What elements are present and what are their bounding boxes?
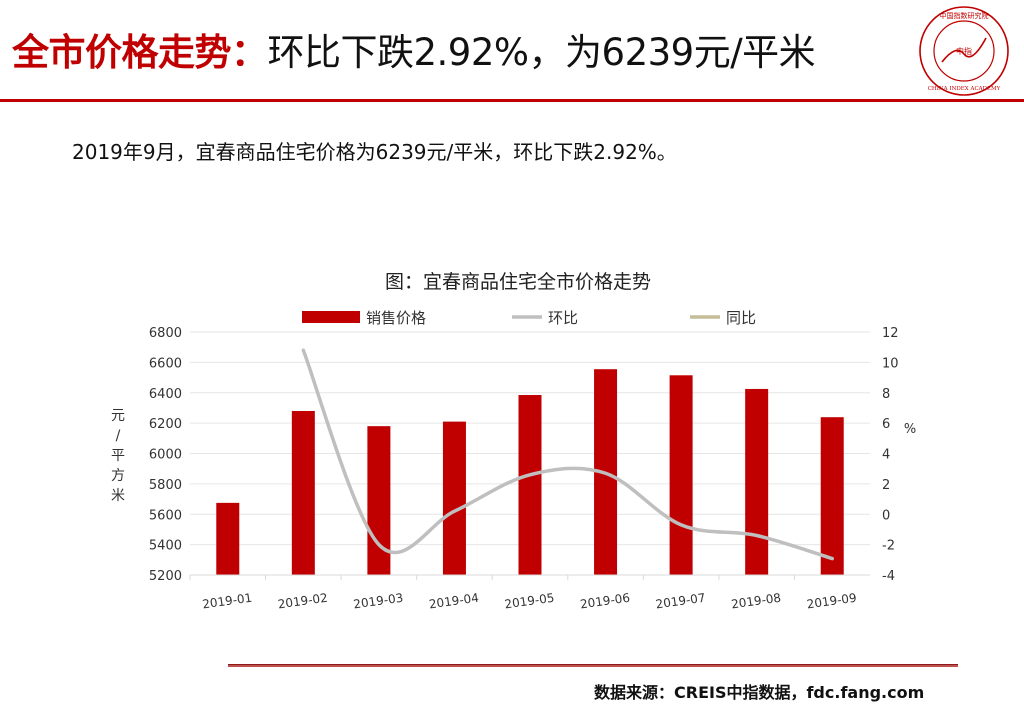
- right-tick-label: 0: [882, 508, 890, 523]
- left-axis-label-char: 元: [111, 408, 125, 424]
- right-tick-label: 2: [882, 478, 890, 493]
- x-axis: 2019-01 2019-02 2019-03 2019-04 2019-05 2019-…: [189, 574, 870, 612]
- x-tick-label: 2019-04: [428, 591, 480, 612]
- x-tick-label: 2019-03: [353, 591, 405, 612]
- logo-top-text: 中国指数研究院: [940, 11, 989, 20]
- x-tick-label: 2019-05: [504, 591, 556, 612]
- right-tick-label: 4: [882, 448, 890, 463]
- price-bar: [669, 375, 693, 575]
- left-tick-label: 5600: [149, 508, 182, 523]
- left-axis-label-char: 方: [111, 468, 125, 484]
- legend-label: 销售价格: [366, 309, 426, 327]
- left-tick-label: 6800: [149, 326, 182, 341]
- price-bar: [367, 426, 391, 575]
- legend-label: 环比: [548, 309, 578, 327]
- left-axis-label-char: /: [116, 428, 121, 444]
- chart-title: 图：宜春商品住宅全市价格走势: [385, 271, 651, 293]
- right-axis: -4 -2 0 2 4 6 8 10 12%: [882, 326, 916, 584]
- price-bar: [518, 395, 542, 575]
- left-tick-label: 5200: [149, 569, 182, 584]
- left-tick-label: 6600: [149, 356, 182, 371]
- right-tick-label: -4: [882, 569, 895, 584]
- right-tick-label: 10: [882, 356, 899, 371]
- page-title: 全市价格走势：环比下跌2.92%，为6239元/平米: [12, 22, 816, 76]
- right-tick-label: 6: [882, 417, 890, 432]
- logo-bottom-text: CHINA INDEX ACADEMY: [928, 86, 1001, 92]
- left-tick-label: 5800: [149, 478, 182, 493]
- china-index-academy-logo: 中国指数研究院 中指 CHINA INDEX ACADEMY: [919, 6, 1009, 96]
- right-axis-label: %: [904, 422, 916, 437]
- x-tick-label: 2019-07: [655, 591, 707, 612]
- summary-text: 2019年9月，宜春商品住宅价格为6239元/平米，环比下跌2.92%。: [72, 140, 677, 164]
- right-tick-label: 12: [882, 326, 899, 341]
- price-bar: [820, 417, 844, 575]
- page-title-rest: 环比下跌2.92%，为6239元/平米: [267, 31, 816, 74]
- left-tick-label: 6200: [149, 417, 182, 432]
- page-title-highlight: 全市价格走势：: [12, 31, 268, 74]
- price-bar: [216, 502, 240, 575]
- price-bars: [216, 369, 844, 575]
- x-tick-label: 2019-09: [806, 591, 858, 612]
- left-axis-label-char: 米: [111, 488, 125, 504]
- left-tick-label: 5400: [149, 539, 182, 554]
- right-tick-label: 8: [882, 387, 890, 402]
- right-tick-label: -2: [882, 539, 895, 554]
- left-tick-label: 6400: [149, 387, 182, 402]
- ratio-lines: [301, 348, 834, 561]
- x-tick-label: 2019-08: [730, 591, 782, 612]
- left-tick-label: 6000: [149, 448, 182, 463]
- logo-center-text: 中指: [956, 46, 972, 56]
- price-bar: [745, 388, 769, 575]
- header-divider: [0, 99, 1024, 102]
- x-tick-label: 2019-02: [277, 591, 329, 612]
- left-axis-label-char: 平: [111, 448, 125, 464]
- price-bar: [442, 421, 466, 575]
- legend-swatch: [302, 311, 360, 323]
- footer-divider: [228, 664, 958, 667]
- legend-label: 同比: [726, 309, 756, 327]
- series-line: [301, 348, 834, 561]
- left-axis: 5200 5400 5600 5800 6000 6200 6400 6600 6800 元 / 平方…: [111, 326, 182, 584]
- price-bar: [291, 410, 315, 575]
- x-tick-label: 2019-01: [201, 591, 253, 612]
- x-tick-label: 2019-06: [579, 591, 631, 612]
- chart-legend: 销售价格 环比 同比: [302, 309, 756, 327]
- data-source: 数据来源：CREIS中指数据，fdc.fang.com: [594, 683, 925, 702]
